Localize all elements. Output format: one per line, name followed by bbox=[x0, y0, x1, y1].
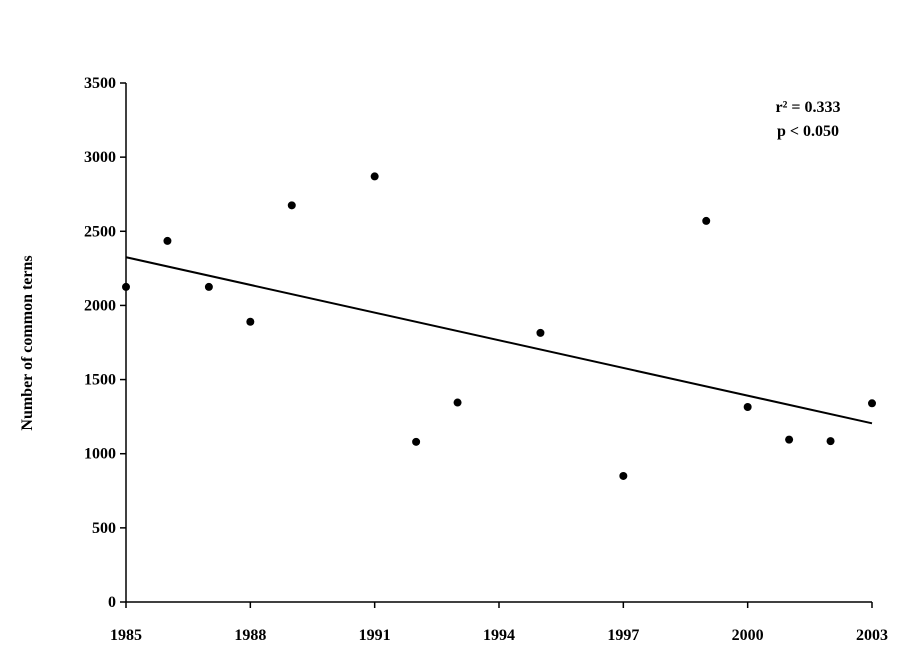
data-point bbox=[785, 435, 794, 444]
y-tick-label: 0 bbox=[108, 594, 116, 611]
annotation-p-value: p < 0.050 bbox=[777, 123, 839, 140]
x-ticks: 1985 1988 1991 1994 1997 2000 2003 bbox=[110, 602, 888, 644]
x-tick-label: 1988 bbox=[234, 627, 266, 644]
y-tick-label: 2500 bbox=[84, 223, 116, 240]
data-point bbox=[743, 403, 752, 412]
data-point bbox=[619, 471, 628, 480]
data-point bbox=[826, 437, 835, 446]
data-point bbox=[536, 328, 545, 337]
x-tick-label: 1985 bbox=[110, 627, 142, 644]
trendline-group bbox=[125, 256, 873, 425]
x-tick-label: 1991 bbox=[359, 627, 391, 644]
y-ticks: 0 500 1000 1500 2000 2500 3000 3500 bbox=[84, 75, 126, 611]
y-tick-label: 2000 bbox=[84, 297, 116, 314]
annotation-r-squared: r² = 0.333 bbox=[775, 99, 840, 116]
y-axis-title: Number of common terns bbox=[19, 255, 36, 430]
data-point bbox=[204, 282, 213, 291]
data-point bbox=[370, 172, 379, 181]
data-point bbox=[868, 399, 876, 408]
data-point bbox=[163, 236, 172, 245]
data-point bbox=[287, 201, 296, 210]
x-tick-label: 2003 bbox=[856, 627, 888, 644]
y-tick-label: 3000 bbox=[84, 149, 116, 166]
data-points bbox=[122, 172, 876, 480]
x-tick-label: 1994 bbox=[483, 627, 515, 644]
data-point bbox=[246, 317, 255, 326]
y-tick-label: 1500 bbox=[84, 372, 116, 389]
data-point bbox=[412, 437, 421, 446]
y-tick-label: 3500 bbox=[84, 75, 116, 92]
data-point bbox=[453, 398, 462, 407]
trendline bbox=[125, 256, 873, 425]
data-point bbox=[122, 282, 130, 291]
y-tick-label: 1000 bbox=[84, 446, 116, 463]
axes bbox=[125, 83, 872, 603]
y-tick-label: 500 bbox=[92, 520, 116, 537]
x-tick-label: 2000 bbox=[732, 627, 764, 644]
x-tick-label: 1997 bbox=[607, 627, 639, 644]
data-point bbox=[702, 216, 711, 225]
